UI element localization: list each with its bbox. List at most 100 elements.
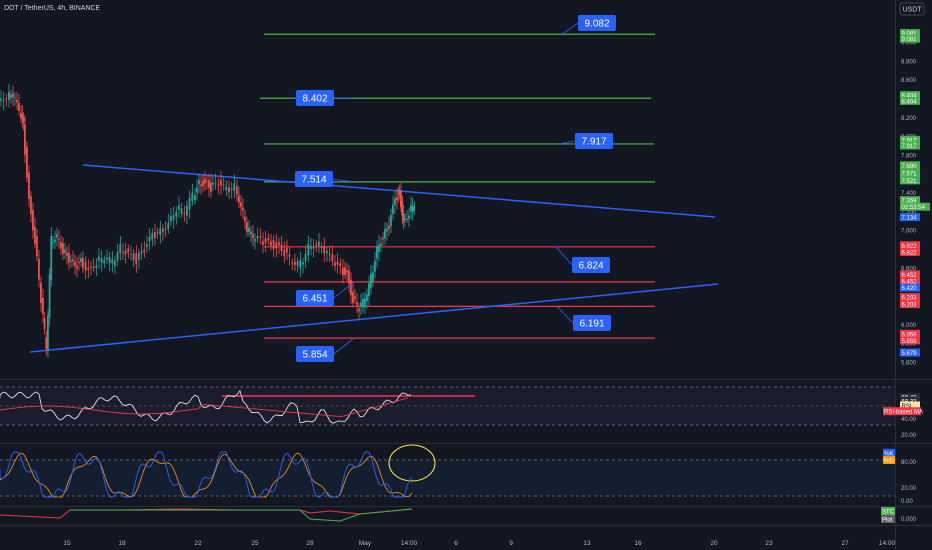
candle-body	[318, 241, 320, 246]
candle-body	[225, 186, 228, 190]
candle-body	[411, 205, 414, 213]
stc-pane[interactable]: 0.000	[0, 508, 917, 523]
time-tick-label: 20	[710, 540, 718, 547]
level-label-7-917[interactable]: 7.917	[558, 133, 613, 149]
candle-body	[124, 250, 127, 255]
candle-body	[246, 222, 248, 232]
level-label-8-402[interactable]: 8.402	[296, 90, 355, 106]
candle-body	[90, 266, 92, 268]
candle-body	[331, 254, 334, 262]
time-axis[interactable]: 15 18 22 25 28 May 14:00 6 9 13 16 20 23 27 14:00	[63, 540, 895, 547]
price-badge	[900, 336, 920, 345]
price-tick-label: 9.000	[901, 41, 917, 47]
candle-body	[392, 204, 394, 214]
highlight-circle[interactable]	[388, 444, 436, 482]
stoch-tick-label: 0.00	[901, 499, 913, 505]
time-tick-label: 22	[194, 540, 202, 547]
time-tick-label: 14:00	[401, 540, 418, 547]
price-tick-label: 5.800	[901, 342, 917, 348]
candle-body	[348, 270, 350, 284]
candle-body	[278, 242, 280, 246]
price-tick-label: 8.600	[901, 78, 917, 84]
price-badge	[900, 213, 920, 222]
candle-body	[220, 180, 222, 186]
candle-body	[238, 195, 240, 203]
stc-line-green	[70, 508, 413, 522]
candle-body	[334, 262, 336, 266]
stoch-band	[0, 460, 895, 496]
candle-body	[364, 298, 366, 307]
time-tick-label: 13	[583, 540, 591, 547]
candle-body	[350, 279, 352, 296]
stoch-badge-label: %D	[884, 459, 894, 465]
price-badge-label: 6.452	[902, 280, 918, 286]
candle-body	[87, 268, 90, 270]
candle-body	[64, 249, 66, 253]
price-badge	[900, 196, 920, 205]
candle-body	[58, 238, 60, 241]
candle-body	[339, 263, 342, 267]
candle-body	[10, 94, 12, 98]
currency-button[interactable]: USDT	[899, 2, 925, 16]
candle-body	[342, 267, 344, 276]
candle-body	[397, 194, 400, 196]
candle-body	[374, 260, 376, 272]
candle-body	[132, 253, 135, 261]
price-badge	[900, 277, 920, 286]
level-label-6-451[interactable]: 6.451	[296, 281, 355, 306]
level-label-6-824[interactable]: 6.824	[555, 246, 610, 273]
candle-body	[186, 205, 188, 216]
candle-body	[398, 190, 401, 195]
level-labels[interactable]: 9.082 8.402 7.917 7.514 6.824 6.451 6.191 5.854	[295, 15, 616, 362]
candle-body	[252, 233, 254, 239]
candle-body	[410, 205, 412, 211]
candle-body	[336, 261, 339, 265]
candle-body	[402, 213, 405, 222]
candle-body	[384, 228, 386, 239]
time-tick-label: 15	[63, 540, 71, 547]
candle-body	[84, 261, 87, 271]
candle-body	[98, 256, 100, 261]
candle-body	[178, 205, 180, 210]
stc-tick-label: 0.000	[901, 517, 917, 523]
candle-body	[296, 261, 299, 266]
candle-body	[54, 239, 56, 243]
candle-body	[380, 243, 382, 246]
candle-body	[198, 179, 200, 185]
candle-body	[250, 231, 252, 235]
price-badge-label: 8.404	[902, 94, 918, 100]
candle-body	[382, 237, 384, 240]
price-badge	[900, 96, 920, 105]
candle-body	[24, 124, 26, 155]
time-tick-label: 6	[454, 540, 458, 547]
candle-body	[130, 253, 132, 255]
rsi-badge-label: RSI	[902, 404, 912, 410]
candle-body	[38, 258, 40, 280]
candle-body	[114, 260, 116, 266]
candle-body	[248, 227, 250, 232]
level-label-6-191[interactable]: 6.191	[556, 306, 611, 331]
price-badge-label: 6.203	[902, 303, 918, 309]
level-label-9-082[interactable]: 9.082	[561, 15, 616, 35]
time-tick-label: 16	[634, 540, 642, 547]
level-label-5-854[interactable]: 5.854	[296, 337, 355, 362]
candle-body	[180, 208, 183, 214]
stoch-k-line	[0, 451, 413, 498]
candle-body	[358, 308, 360, 312]
lower-trendline[interactable]	[29, 283, 719, 353]
candle-body	[76, 265, 78, 269]
candle-body	[43, 318, 46, 330]
stochastic-pane[interactable]: 80.00 20.00 0.00	[0, 444, 917, 505]
price-badge-label: 7.917	[902, 144, 918, 150]
price-badge-label: 8.404	[902, 99, 918, 105]
candle-body	[52, 242, 54, 244]
stc-badge-label: STC	[882, 510, 895, 516]
candle-body	[18, 102, 20, 111]
price-badge	[900, 168, 920, 177]
candle-body	[62, 243, 64, 254]
candle-body	[164, 228, 167, 230]
candle-body	[267, 238, 270, 241]
level-label-7-514[interactable]: 7.514	[295, 171, 354, 187]
